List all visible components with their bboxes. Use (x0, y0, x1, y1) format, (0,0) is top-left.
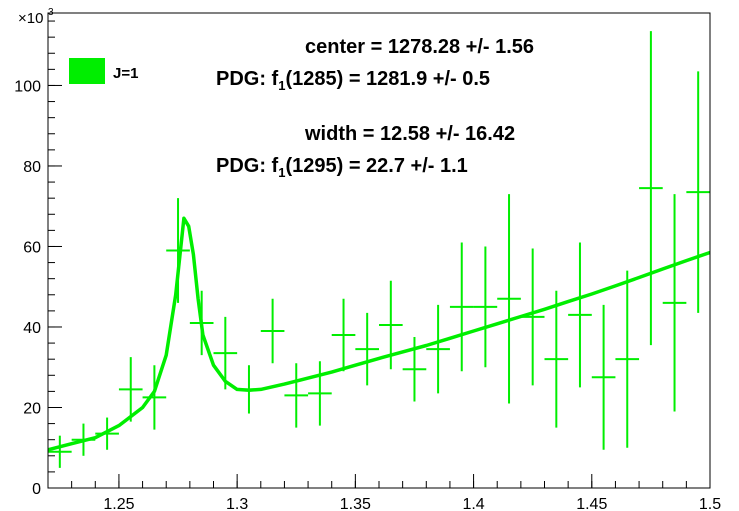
fit-curve-group (47, 216, 711, 452)
data-point (544, 290, 569, 428)
annotation-pdg-1285-prefix: PDG: f (216, 68, 279, 90)
data-point (355, 312, 379, 386)
x-tick-label: 1.3 (226, 496, 248, 511)
annotation-pdg-1295-rest: (1295) = 22.7 +/- 1.1 (285, 155, 467, 177)
y-tick-label: 40 (23, 320, 41, 337)
data-point (473, 246, 498, 368)
x-tick-label: 1.35 (340, 496, 371, 511)
annotation-pdg-1285-rest: (1285) = 1281.9 +/- 0.5 (285, 68, 490, 90)
data-point (284, 363, 309, 428)
data-point (639, 31, 663, 346)
data-point (591, 304, 616, 450)
annotation-width: width = 12.58 +/- 16.42 (304, 123, 515, 145)
data-point (95, 417, 119, 450)
data-point (568, 242, 592, 388)
y-tick-label: 20 (23, 400, 41, 417)
data-point (213, 316, 238, 390)
data-point (48, 435, 72, 468)
x-tick-label: 1.5 (699, 496, 721, 511)
y-tick-label: 60 (23, 239, 41, 256)
data-point (118, 357, 143, 422)
annotation-pdg-1285: PDG: f1(1285) = 1281.9 +/- 0.5 (216, 68, 490, 93)
data-marks (48, 31, 710, 468)
y-multiplier-exponent: 3 (48, 7, 54, 18)
y-tick-label: 80 (23, 159, 41, 176)
data-point (686, 71, 710, 313)
legend-label: J=1 (113, 65, 138, 82)
x-tick-label: 1.25 (103, 496, 134, 511)
annotation-pdg-1295: PDG: f1(1295) = 22.7 +/- 1.1 (216, 155, 468, 180)
y-multiplier-base: ×10 (18, 10, 43, 27)
axes: 1.25 1.3 1.35 1.4 1.45 1.5 0 20 40 60 80 100 (14, 20, 721, 511)
annotation-pdg-1295-prefix: PDG: f (216, 155, 279, 177)
data-point (497, 194, 521, 404)
plot-frame (47, 12, 711, 489)
data-point (426, 304, 450, 394)
data-point (615, 270, 640, 448)
data-point (662, 194, 687, 412)
x-tick-label: 1.45 (576, 496, 607, 511)
data-point (331, 298, 356, 372)
legend-swatch (69, 58, 105, 84)
y-tick-label: 0 (32, 481, 41, 498)
annotation-center: center = 1278.28 +/- 1.56 (305, 36, 534, 58)
annotation-pdg-1285-subscript: 1 (278, 78, 285, 93)
data-point (449, 242, 474, 372)
x-tick-label: 1.4 (462, 496, 484, 511)
data-point (260, 298, 285, 364)
data-point (142, 365, 167, 430)
fit-curve (47, 216, 711, 452)
data-point (308, 361, 332, 426)
annotation-pdg-1295-subscript: 1 (278, 165, 285, 180)
y-tick-label: 100 (14, 78, 41, 95)
